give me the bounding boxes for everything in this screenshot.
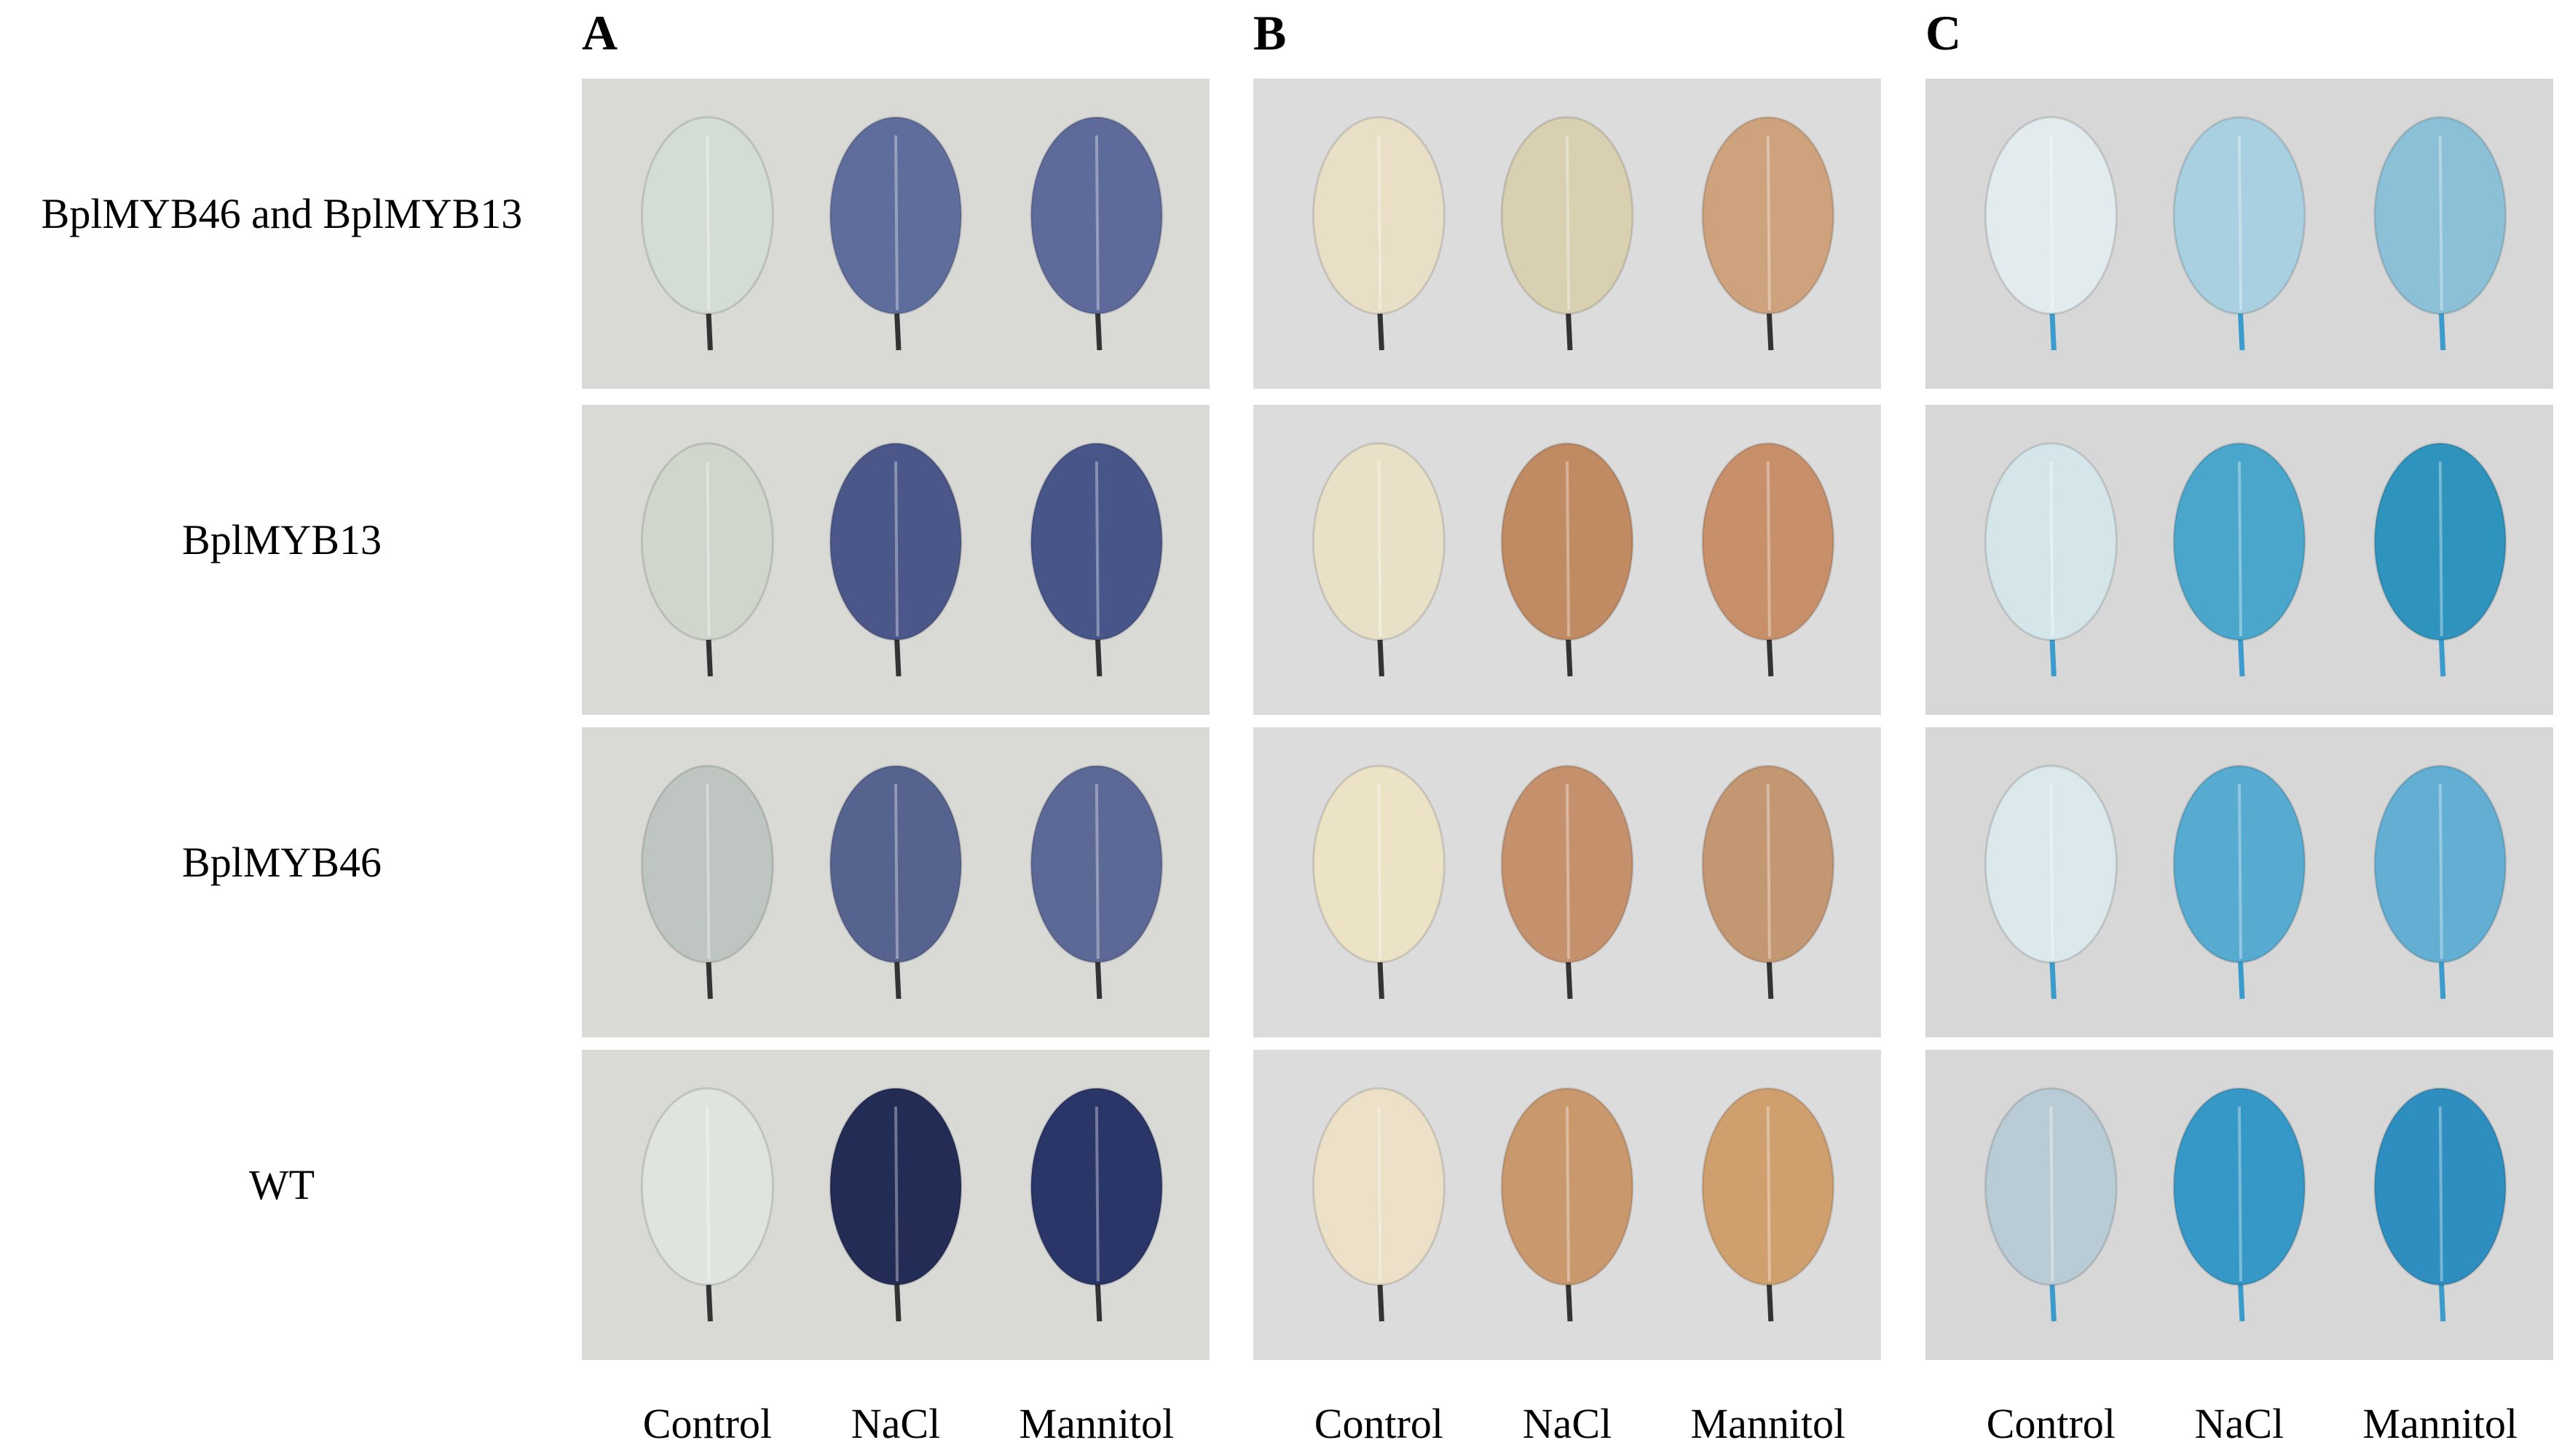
leaf (1500, 442, 1634, 641)
leaf (829, 764, 963, 964)
leaf-vein (2438, 135, 2443, 311)
leaf-vein (1766, 783, 1771, 960)
leaf (1701, 1087, 1835, 1286)
leaf (2172, 764, 2306, 964)
panel-label: C (1925, 5, 1961, 60)
leaf-vein (1095, 1106, 1100, 1282)
leaf-vein (1766, 1106, 1771, 1282)
leaf-vein (1095, 783, 1100, 960)
leaf (1984, 764, 2118, 964)
leaf-vein (706, 461, 711, 637)
leaf (2373, 116, 2507, 315)
leaf (2172, 1087, 2306, 1286)
leaf (2373, 1087, 2507, 1286)
leaf (829, 1087, 963, 1286)
leaf-vein (2238, 135, 2242, 311)
column-label: NaCl (851, 1400, 940, 1447)
leaf (1984, 116, 2118, 315)
row-label: BplMYB46 (182, 839, 382, 886)
leaf (1701, 116, 1835, 315)
row-label: BplMYB13 (182, 516, 382, 563)
leaf-vein (706, 783, 711, 960)
leaf (1701, 442, 1835, 641)
leaf (1312, 442, 1446, 641)
column-label: Mannitol (1691, 1400, 1846, 1447)
leaf-vein (2238, 461, 2242, 637)
leaf (1030, 1087, 1164, 1286)
leaf-vein (1377, 1106, 1382, 1282)
leaf (640, 116, 774, 315)
leaf-vein (2438, 783, 2443, 960)
column-label: NaCl (2195, 1400, 2284, 1447)
leaf (1701, 764, 1835, 964)
leaf-vein (1566, 1106, 1570, 1282)
leaf (640, 764, 774, 964)
leaf (2373, 442, 2507, 641)
row-label: BplMYB46 and BplMYB13 (42, 190, 523, 237)
leaf-vein (1566, 135, 1570, 311)
leaf (1030, 116, 1164, 315)
leaf-vein (2049, 783, 2054, 960)
panel-label: B (1253, 5, 1286, 60)
leaf (1500, 764, 1634, 964)
leaf-vein (1766, 135, 1771, 311)
leaf (829, 442, 963, 641)
leaf-vein (1095, 135, 1100, 311)
leaf-vein (2238, 783, 2242, 960)
leaf (1984, 1087, 2118, 1286)
leaf (829, 116, 963, 315)
leaf (2373, 764, 2507, 964)
panel-label: A (582, 5, 618, 60)
leaf-vein (1377, 461, 1382, 637)
leaf-vein (2238, 1106, 2242, 1282)
column-label: Mannitol (1020, 1400, 1175, 1447)
leaf-vein (706, 135, 711, 311)
column-label: Control (1987, 1400, 2115, 1447)
leaf-vein (2049, 135, 2054, 311)
column-label: Control (1314, 1400, 1443, 1447)
column-label: Control (643, 1400, 772, 1447)
leaf-vein (894, 783, 899, 960)
leaf-vein (894, 1106, 899, 1282)
row-label: WT (249, 1161, 315, 1208)
leaf (1984, 442, 2118, 641)
leaf-vein (2049, 1106, 2054, 1282)
leaf-vein (706, 1106, 711, 1282)
leaf-vein (2438, 461, 2443, 637)
leaf (2172, 116, 2306, 315)
leaf (1312, 764, 1446, 964)
leaf-vein (894, 135, 899, 311)
leaf (1500, 1087, 1634, 1286)
leaf-vein (1095, 461, 1100, 637)
leaf (1312, 116, 1446, 315)
column-label: NaCl (1523, 1400, 1612, 1447)
leaf-vein (1566, 783, 1570, 960)
leaf-vein (2049, 461, 2054, 637)
leaf (640, 1087, 774, 1286)
leaf (2172, 442, 2306, 641)
leaf (640, 442, 774, 641)
leaf (1312, 1087, 1446, 1286)
leaf (1030, 764, 1164, 964)
leaf-vein (1766, 461, 1771, 637)
leaf (1500, 116, 1634, 315)
leaf-vein (1377, 135, 1382, 311)
leaf (1030, 442, 1164, 641)
leaf-vein (1377, 783, 1382, 960)
leaf-vein (894, 461, 899, 637)
leaf-vein (2438, 1106, 2443, 1282)
leaf-vein (1566, 461, 1570, 637)
column-label: Mannitol (2363, 1400, 2518, 1447)
